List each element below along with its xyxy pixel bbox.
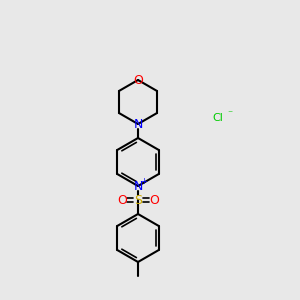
- Text: ⁻: ⁻: [227, 109, 232, 119]
- Text: S: S: [134, 194, 142, 206]
- Text: +: +: [141, 176, 147, 185]
- Text: N: N: [133, 179, 143, 193]
- Text: O: O: [149, 194, 159, 206]
- Text: N: N: [133, 118, 143, 130]
- Text: O: O: [133, 74, 143, 86]
- Text: O: O: [117, 194, 127, 206]
- Text: Cl: Cl: [213, 113, 224, 123]
